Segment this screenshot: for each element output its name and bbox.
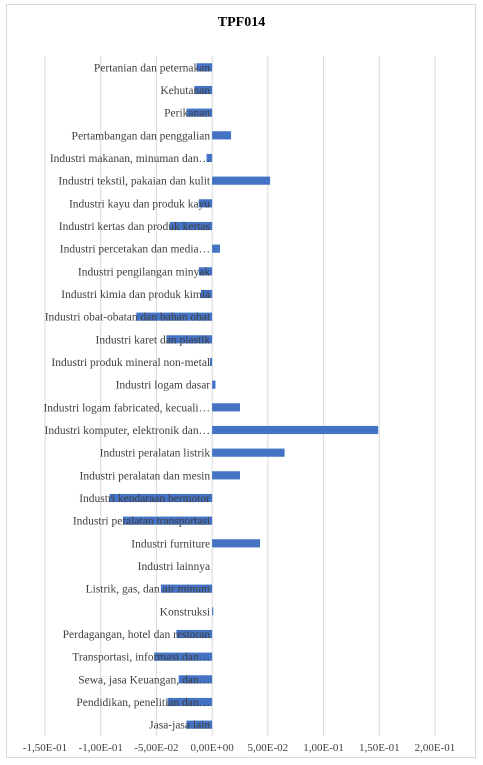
bar — [109, 493, 213, 503]
bar — [212, 380, 216, 389]
category-label: Sewa, jasa Keuangan, dan… — [78, 674, 210, 686]
bar — [209, 357, 213, 367]
chart-title: TPF014 — [217, 15, 266, 30]
category-label: Industri peralatan dan mesin — [80, 470, 211, 482]
bar — [212, 131, 232, 140]
bar — [212, 244, 220, 253]
category-label: Industri logam dasar — [116, 380, 211, 392]
category-label: Perikanan — [164, 108, 210, 120]
category-label: Industri kertas dan produk kertas — [59, 221, 211, 233]
x-tick-label: 0,00E+00 — [191, 742, 235, 754]
category-label: Industri kimia dan produk kimia — [61, 289, 210, 301]
category-label: Pertambangan dan penggalian — [72, 130, 211, 142]
category-label: Industri logam fabricated, kecuali… — [43, 402, 210, 414]
bar — [212, 448, 285, 457]
bar — [212, 471, 240, 480]
x-tick-label: -5,00E-02 — [134, 742, 178, 754]
category-label: Industri kendaraan bermotor — [79, 493, 210, 505]
bar — [212, 425, 379, 435]
category-label: Industri percetakan dan media… — [60, 244, 210, 256]
bar — [198, 199, 213, 208]
category-label: Jasa-jasa lain — [149, 720, 210, 732]
category-label: Industri furniture — [131, 538, 210, 550]
bar — [154, 652, 213, 661]
x-tick-label: 1,50E-01 — [359, 742, 400, 754]
category-label: Listrik, gas, dan air minum — [86, 584, 211, 596]
category-label: Transportasi, informasi dan… — [72, 652, 210, 664]
bar — [176, 629, 213, 639]
category-label: Industri produk mineral non-metal — [51, 357, 210, 369]
bar — [186, 108, 213, 117]
bar — [169, 221, 213, 231]
category-label: Perdagangan, hotel dan restoran — [63, 629, 211, 641]
category-label: Industri peralatan listrik — [100, 448, 211, 460]
bar — [206, 153, 213, 163]
bar — [198, 267, 213, 276]
category-label: Industri pengilangan minyak — [78, 266, 210, 278]
bar — [136, 312, 213, 321]
bar — [123, 516, 213, 525]
category-label: Industri makanan, minuman dan… — [50, 153, 210, 165]
bar — [178, 675, 213, 684]
bar — [160, 584, 213, 593]
bar — [212, 607, 214, 616]
bar — [166, 335, 213, 344]
bar — [167, 697, 213, 707]
category-label: Industri obat-obatan dan bahan obat — [45, 312, 211, 324]
x-tick-label: 5,00E-02 — [248, 742, 289, 754]
chart-frame — [6, 4, 476, 758]
x-tick-label: -1,50E-01 — [23, 742, 67, 754]
bar — [194, 85, 213, 95]
category-label: Industri tekstil, pakaian dan kulit — [58, 176, 211, 188]
category-label: Industri komputer, elektronik dan… — [45, 425, 211, 437]
bar — [196, 63, 213, 72]
category-label: Kehutanan — [160, 85, 210, 97]
bar — [212, 403, 240, 412]
category-label: Pertanian dan peternakan — [94, 62, 210, 74]
bar — [212, 539, 261, 548]
category-label: Industri kayu dan produk kayu — [69, 198, 210, 210]
category-label: Industri peralatan transportasi — [73, 516, 210, 528]
bar — [212, 176, 271, 185]
category-label: Industri lainnya — [138, 561, 211, 573]
category-label: Pendidikan, penelitian dan… — [76, 697, 210, 709]
category-label: Industri karet dan plastik — [95, 334, 210, 346]
x-tick-label: 2,00E-01 — [415, 742, 456, 754]
category-label: Konstruksi — [160, 606, 210, 618]
bar — [201, 289, 213, 299]
x-tick-label: 1,00E-01 — [303, 742, 344, 754]
x-tick-label: -1,00E-01 — [79, 742, 123, 754]
bar — [186, 720, 213, 729]
